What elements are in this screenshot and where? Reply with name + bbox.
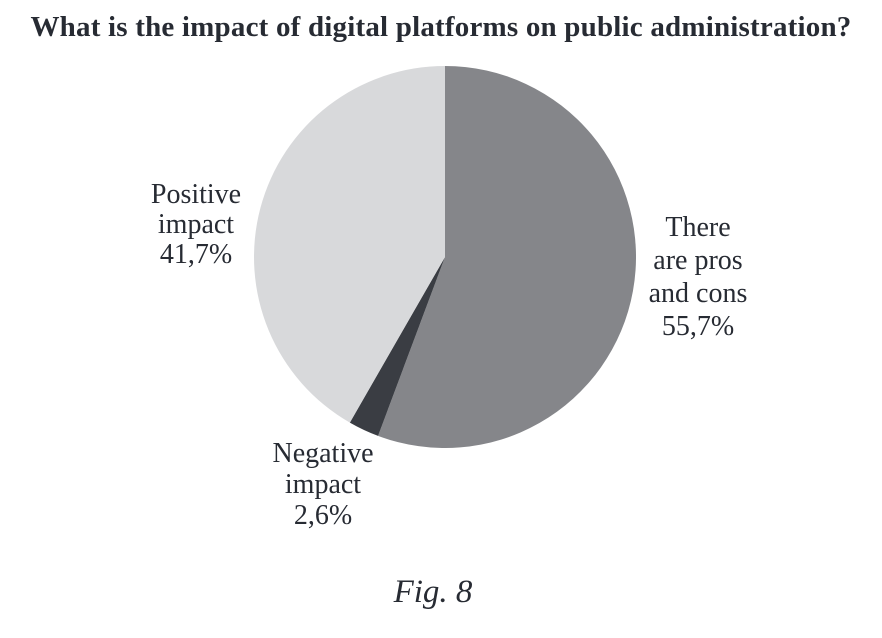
- pie-chart: [254, 66, 636, 448]
- slice-label-line: Positive: [150, 179, 242, 210]
- slice-label-positive-impact: Positive impact 41,7%: [106, 180, 286, 270]
- slice-label-value: 55,7%: [661, 311, 735, 342]
- slice-label-line: There: [665, 212, 731, 243]
- figure-caption: Fig. 8: [393, 574, 473, 610]
- slice-label-line: are pros: [653, 245, 743, 276]
- slice-label-pros-and-cons: There are pros and cons 55,7%: [608, 211, 788, 343]
- pie-slice-positive-impact: [254, 66, 445, 423]
- slice-label-value: 2,6%: [293, 500, 353, 531]
- slice-label-value: 41,7%: [159, 239, 233, 270]
- slice-label-line: Negative: [272, 438, 374, 469]
- slice-label-line: impact: [157, 209, 235, 240]
- pie-slice-negative-impact: [349, 257, 445, 436]
- slice-label-line: impact: [284, 469, 362, 500]
- slice-label-line: and cons: [648, 278, 748, 309]
- slice-label-negative-impact: Negative impact 2,6%: [233, 438, 413, 531]
- chart-title: What is the impact of digital platforms …: [30, 11, 852, 43]
- pie-slice-there-are-pros-and-cons: [378, 66, 636, 448]
